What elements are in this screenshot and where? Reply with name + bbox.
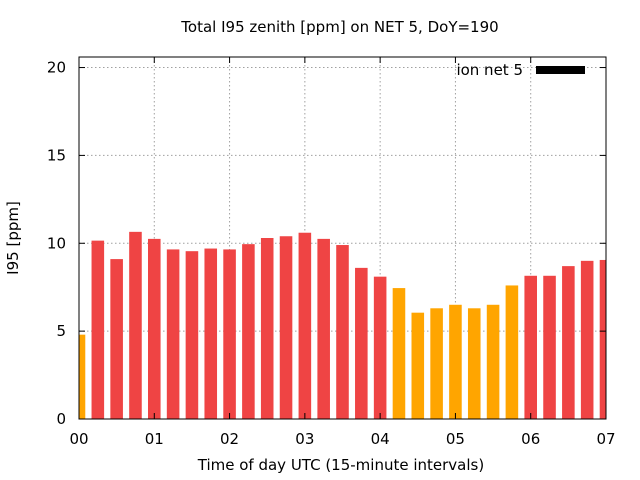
y-tick-label: 0 [56, 410, 66, 428]
y-axis-label: I95 [ppm] [4, 201, 22, 275]
bar [562, 266, 575, 419]
bar [242, 244, 255, 419]
bar [166, 249, 180, 419]
bar [298, 232, 312, 419]
legend-swatch [536, 66, 585, 74]
bars [79, 231, 606, 419]
bar [505, 285, 519, 419]
x-tick-label: 02 [220, 430, 239, 448]
bar [129, 231, 142, 419]
bar [373, 276, 387, 419]
bar [524, 275, 538, 419]
x-axis-label: Time of day UTC (15-minute intervals) [197, 456, 484, 474]
x-tick-label: 03 [295, 430, 314, 448]
plot-frame [78, 56, 607, 420]
bar [110, 259, 123, 419]
bar [580, 260, 594, 419]
y-tick-label: 10 [47, 234, 66, 252]
bar [79, 334, 86, 419]
bar [599, 259, 606, 419]
bar [223, 249, 236, 419]
bar [449, 304, 462, 419]
x-tick-label: 05 [446, 430, 465, 448]
bar [467, 308, 481, 419]
legend: ion net 5 [456, 61, 585, 79]
bar [430, 308, 443, 419]
x-tick-label: 04 [371, 430, 390, 448]
x-tick-label: 00 [69, 430, 88, 448]
bar [91, 240, 105, 419]
bar [355, 267, 368, 419]
bar [336, 245, 349, 419]
bar [411, 312, 425, 419]
y-tick-label: 20 [47, 59, 66, 77]
bar [204, 248, 218, 419]
bar [486, 304, 500, 419]
y-tick-label: 5 [56, 322, 66, 340]
bar [260, 238, 274, 419]
bar [543, 275, 556, 419]
bar [317, 238, 330, 419]
chart-title: Total I95 zenith [ppm] on NET 5, DoY=190 [180, 18, 498, 36]
bar [392, 288, 406, 419]
bar [147, 238, 161, 419]
x-tick-label: 07 [596, 430, 615, 448]
legend-label: ion net 5 [456, 61, 523, 79]
x-tick-label: 06 [521, 430, 540, 448]
bar [185, 251, 199, 419]
bar [279, 236, 293, 419]
y-tick-label: 15 [47, 146, 66, 164]
x-tick-label: 01 [145, 430, 164, 448]
